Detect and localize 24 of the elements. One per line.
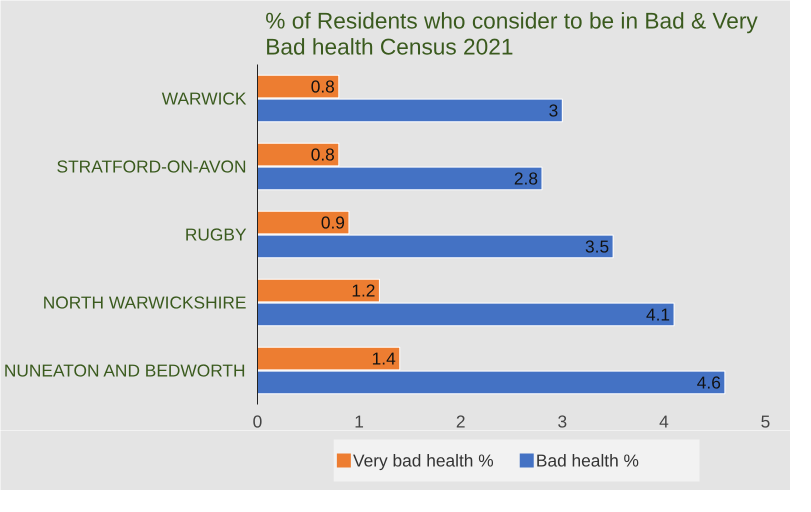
x-tick-label: 2 [456,412,466,432]
data-label: 2.8 [514,168,538,188]
data-label: 0.8 [310,144,335,165]
y-tick-label: NUNEATON AND BEDWORTH [4,360,246,380]
data-label: 4.1 [646,304,670,324]
data-label: 0.8 [310,76,335,97]
y-tick-label: WARWICK [162,88,247,108]
x-tick-label: 0 [252,412,262,432]
legend-label: Very bad health % [353,450,494,470]
x-tick-label: 1 [354,412,364,432]
data-label: 0.9 [320,212,345,233]
data-label: 3 [548,100,558,120]
legend-label: Bad health % [536,450,639,470]
data-label: 1.2 [351,280,376,301]
x-tick-label: 3 [557,412,568,432]
x-tick-label: 5 [760,412,770,432]
data-label: 3.5 [585,236,610,256]
y-tick-label: RUGBY [184,224,247,244]
y-tick-label: NORTH WARWICKSHIRE [42,292,247,312]
data-label: 4.6 [696,372,721,392]
x-tick-label: 4 [659,412,670,432]
data-label: 1.4 [372,348,396,369]
chart-title: % of Residents who consider to be in Bad & Very Bad health Census 2021 [265,8,758,60]
y-tick-label: STRATFORD-ON-AVON [56,156,247,176]
